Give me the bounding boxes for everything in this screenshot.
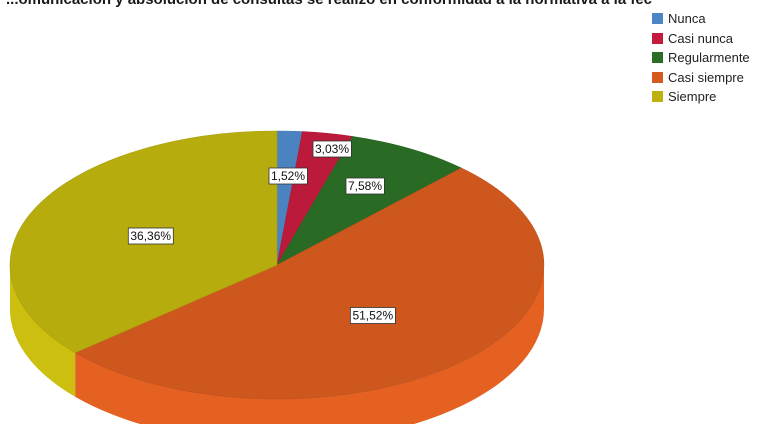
- data-label-text: 51,52%: [352, 309, 393, 323]
- data-label-box: [349, 307, 396, 324]
- data-label-text: 7,58%: [348, 179, 382, 193]
- legend-swatch: [652, 13, 663, 25]
- data-label-text: 36,36%: [130, 229, 171, 243]
- data-labels: 1,52% 3,03% 7,58% 51,52% 36,36%: [127, 140, 396, 324]
- chart-title: ...omunicación y absolución de consultas…: [6, 0, 746, 8]
- data-label-regularmente: 7,58%: [345, 177, 385, 195]
- pie-side-walls: [10, 265, 544, 424]
- pie-slice-regularmente: [276, 136, 463, 266]
- legend-label: Nunca: [668, 11, 706, 27]
- data-label-casi-nunca: 3,03%: [312, 140, 352, 158]
- data-label-box: [345, 177, 385, 195]
- legend-swatch: [652, 71, 663, 83]
- data-label-text: 1,52%: [271, 169, 305, 183]
- legend-swatch: [652, 91, 663, 103]
- data-label-box: [127, 227, 174, 245]
- data-label-siempre: 36,36%: [127, 227, 174, 245]
- data-label-text: 3,03%: [315, 142, 349, 156]
- data-label-casi-siempre: 51,52%: [349, 307, 396, 324]
- legend-item-casi-nunca: Casi nunca: [652, 29, 764, 49]
- legend-item-casi-siempre: Casi siempre: [652, 68, 764, 88]
- data-label-box: [312, 140, 352, 158]
- legend-item-siempre: Siempre: [652, 87, 764, 107]
- legend: Nunca Casi nunca Regularmente Casi siemp…: [652, 9, 764, 107]
- legend-label: Casi nunca: [668, 30, 734, 46]
- legend-label: Casi siempre: [668, 69, 744, 85]
- pie-slice-casi-siempre: [74, 167, 545, 400]
- legend-swatch: [652, 32, 663, 44]
- legend-item-regularmente: Regularmente: [652, 48, 764, 68]
- pie-slice-side-casi-siempre: [75, 265, 544, 424]
- data-label-box: [268, 167, 308, 185]
- legend-swatch: [652, 52, 663, 64]
- data-label-nunca: 1,52%: [268, 167, 308, 185]
- legend-label: Siempre: [668, 89, 717, 105]
- legend-item-nunca: Nunca: [652, 9, 764, 29]
- legend-label: Regularmente: [668, 50, 750, 66]
- pie-slice-side-siempre: [10, 265, 76, 397]
